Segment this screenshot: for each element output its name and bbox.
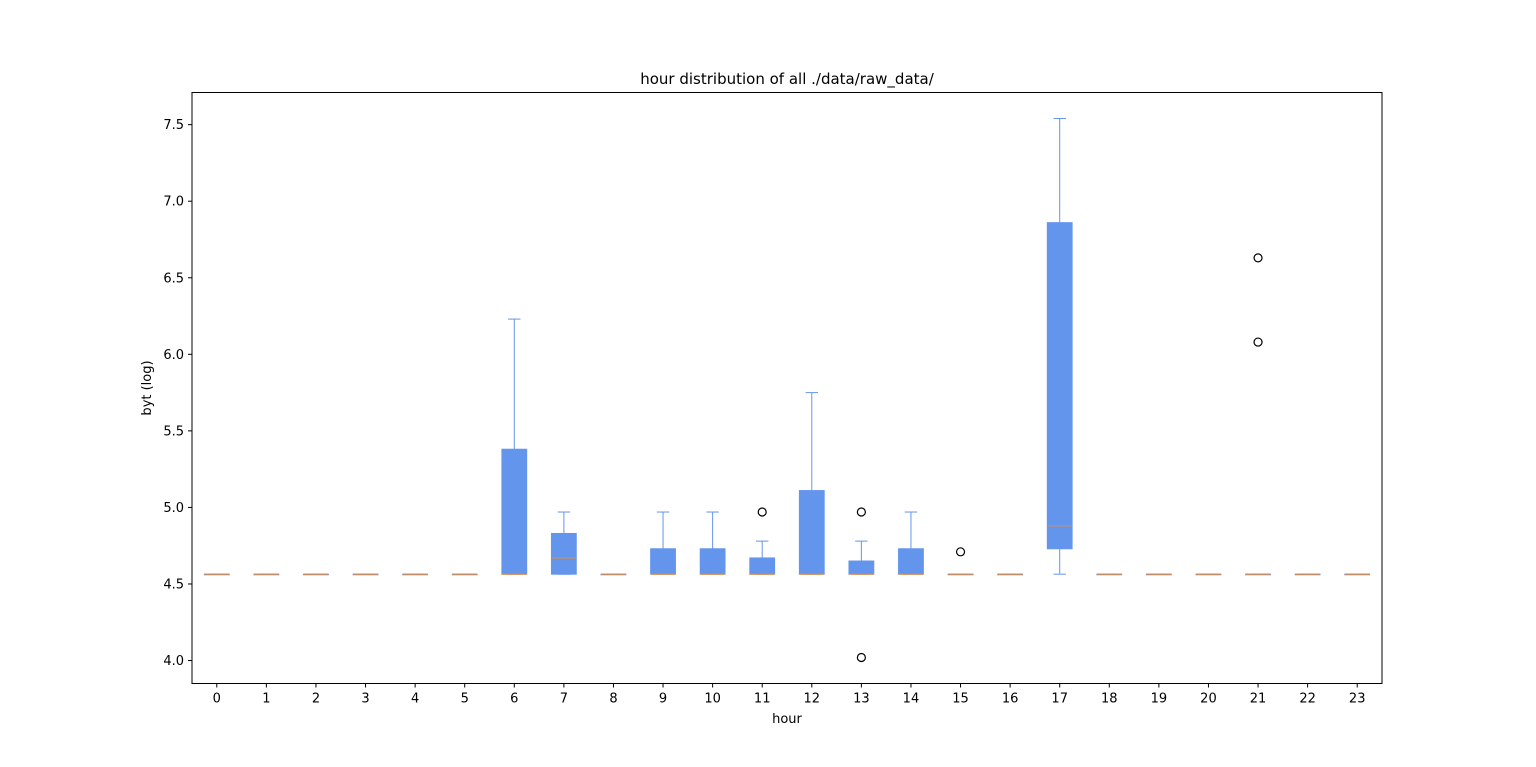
- y-tick-label: 7.5: [163, 118, 184, 133]
- x-tick-label: 18: [1101, 692, 1118, 707]
- iqr-box: [699, 548, 726, 575]
- x-tick-label: 19: [1151, 692, 1168, 707]
- box-hour-4: [402, 573, 429, 576]
- x-tick-label: 12: [804, 692, 821, 707]
- iqr-box: [501, 448, 528, 575]
- iqr-box: [1046, 222, 1073, 550]
- box-hour-14: [898, 511, 924, 575]
- box-hour-13: [848, 507, 875, 663]
- x-tick-label: 15: [952, 692, 969, 707]
- box-hour-19: [1145, 573, 1172, 576]
- x-tick-label: 7: [560, 692, 568, 707]
- y-tick-label: 6.0: [163, 348, 184, 363]
- iqr-box: [898, 548, 924, 575]
- chart-title: hour distribution of all ./data/raw_data…: [640, 70, 934, 89]
- outlier-point: [757, 507, 767, 517]
- outlier-point: [856, 652, 866, 663]
- x-axis-label: hour: [772, 712, 802, 727]
- plot-frame: [191, 92, 1383, 684]
- outlier-point: [856, 507, 866, 517]
- x-tick-label: 20: [1200, 692, 1217, 707]
- x-tick-label: 2: [312, 692, 320, 707]
- y-axis: 4.0 4.5 5.0 5.5 6.0 6.5 7.0 7.5: [163, 118, 192, 669]
- box-hour-12: [798, 392, 825, 575]
- box-hour-11: [749, 507, 776, 575]
- x-tick-label: 3: [361, 692, 369, 707]
- box-hour-6: [501, 318, 528, 575]
- x-tick-label: 17: [1051, 692, 1068, 707]
- box-hour-5: [451, 573, 478, 576]
- y-tick-label: 5.0: [163, 501, 184, 516]
- box-hour-21: [1245, 253, 1271, 576]
- x-tick-label: 21: [1250, 692, 1267, 707]
- x-axis: 0 1 2 3 4 5 6 7 8 9 10 11 12 13 14 15 16 17 18 19 20 21 22 23: [213, 683, 1366, 707]
- x-tick-label: 1: [262, 692, 270, 707]
- outlier-point: [955, 547, 966, 557]
- box-hour-0: [203, 573, 230, 576]
- outlier-point: [1253, 253, 1263, 263]
- iqr-box: [848, 560, 875, 575]
- x-tick-label: 9: [659, 692, 667, 707]
- x-tick-label: 10: [704, 692, 721, 707]
- iqr-box: [749, 557, 776, 575]
- box-hour-17: [1046, 118, 1073, 575]
- box-hour-15: [947, 547, 974, 576]
- iqr-box: [650, 548, 676, 575]
- box-hour-1: [253, 573, 280, 576]
- y-tick-label: 6.5: [163, 271, 184, 286]
- y-tick-label: 5.5: [163, 424, 184, 439]
- x-tick-label: 13: [853, 692, 870, 707]
- box-hour-16: [997, 573, 1024, 576]
- x-tick-label: 6: [510, 692, 518, 707]
- iqr-box: [798, 490, 825, 575]
- y-axis-label: byt (log): [140, 360, 155, 415]
- x-tick-label: 0: [213, 692, 221, 707]
- x-tick-label: 14: [903, 692, 920, 707]
- y-tick-label: 4.0: [163, 654, 184, 669]
- x-tick-label: 23: [1349, 692, 1366, 707]
- box-hour-22: [1294, 573, 1321, 576]
- box-hour-7: [550, 511, 577, 575]
- box-hour-8: [600, 573, 627, 576]
- y-tick-label: 7.0: [163, 195, 184, 210]
- x-tick-label: 8: [609, 692, 617, 707]
- x-tick-label: 4: [411, 692, 419, 707]
- box-hour-23: [1344, 573, 1371, 576]
- x-tick-label: 11: [754, 692, 771, 707]
- box-hour-9: [650, 511, 676, 575]
- y-tick-label: 4.5: [163, 577, 184, 592]
- box-hour-2: [303, 573, 329, 576]
- box-hour-18: [1096, 573, 1123, 576]
- iqr-box: [550, 532, 577, 575]
- x-tick-label: 16: [1002, 692, 1019, 707]
- box-hour-3: [352, 573, 379, 576]
- x-tick-label: 5: [461, 692, 469, 707]
- box-hour-10: [699, 511, 726, 575]
- outlier-point: [1253, 337, 1263, 347]
- box-hour-20: [1195, 573, 1222, 576]
- x-tick-label: 22: [1299, 692, 1316, 707]
- plot-area: [203, 118, 1371, 663]
